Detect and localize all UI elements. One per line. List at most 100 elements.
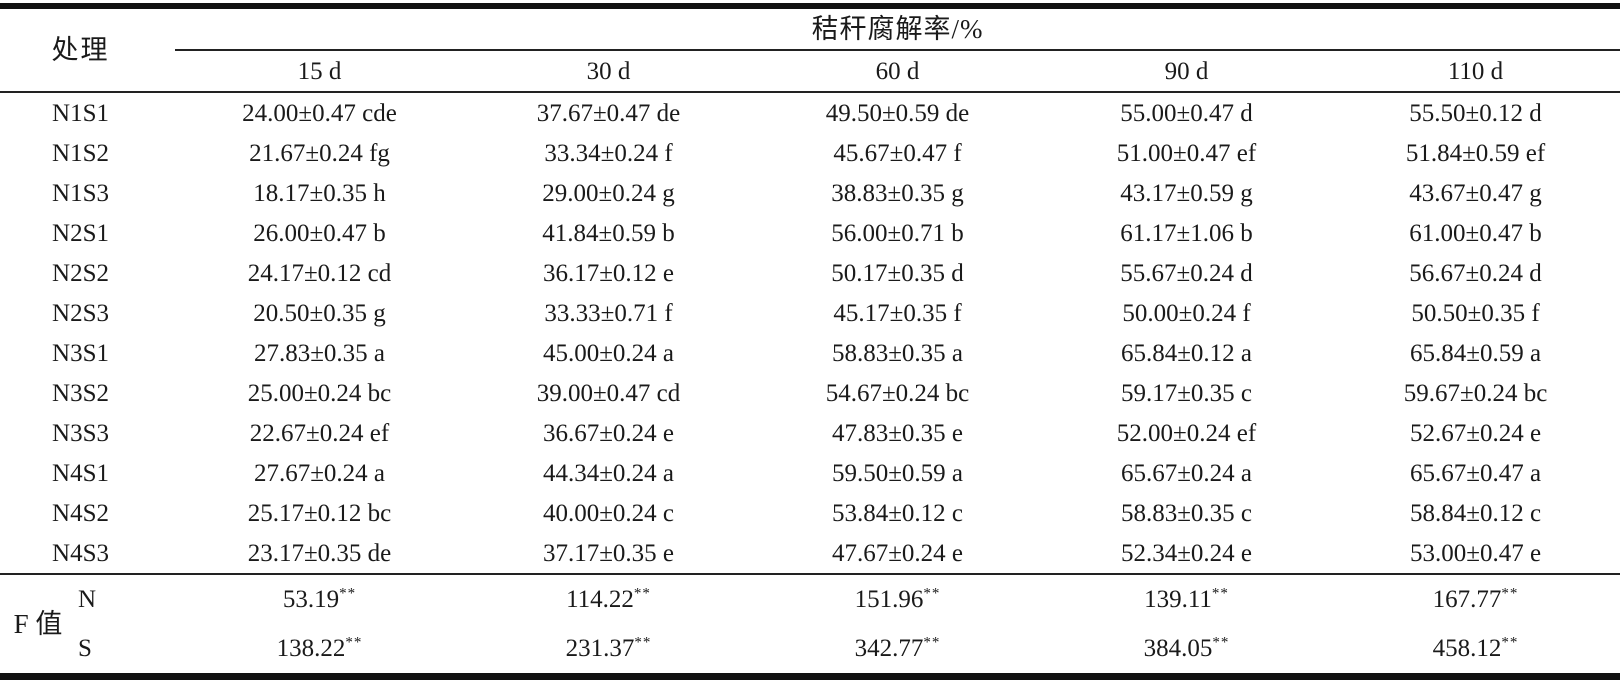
- value-cell: 55.67±0.24 d: [1120, 259, 1253, 287]
- value-cell: 55.50±0.12 d: [1409, 99, 1542, 127]
- value-cell: 50.50±0.35 f: [1411, 299, 1540, 327]
- significance-marker: **: [1212, 634, 1230, 651]
- table-row: N2S3 20.50±0.35 g 33.33±0.71 f 45.17±0.35 f…: [0, 293, 1620, 333]
- table-header: 处理 秸秆腐解率/% 15 d 30 d 60 d 90 d 110 d: [0, 6, 1620, 93]
- f-value-cell: 458.12**: [1331, 624, 1620, 677]
- value-cell: 20.50±0.35 g: [253, 299, 386, 327]
- value-cell: 36.17±0.12 e: [542, 259, 675, 287]
- value-cell: 50.17±0.35 d: [831, 259, 964, 287]
- value-cell: 52.00±0.24 ef: [1116, 419, 1257, 447]
- value-cell: 24.17±0.12 cd: [247, 259, 392, 287]
- treatment-cell: N3S2: [52, 379, 109, 407]
- treatment-cell: N4S3: [52, 539, 109, 567]
- table-row: N4S1 27.67±0.24 a 44.34±0.24 a 59.50±0.59 a…: [0, 453, 1620, 493]
- value-cell: 45.17±0.35 f: [833, 299, 962, 327]
- treatment-cell: N1S1: [52, 99, 109, 127]
- treatment-cell: N1S2: [52, 139, 109, 167]
- value-cell: 38.83±0.35 g: [831, 179, 964, 207]
- value-cell: 58.84±0.12 c: [1409, 499, 1542, 527]
- value-cell: 50.00±0.24 f: [1122, 299, 1251, 327]
- value-cell: 56.67±0.24 d: [1409, 259, 1542, 287]
- value-cell: 33.33±0.71 f: [544, 299, 673, 327]
- f-factor-label: S: [78, 635, 92, 662]
- f-value-cell: 231.37**: [464, 624, 753, 677]
- f-value-number: 151.96: [854, 586, 924, 613]
- f-value-number: 53.19: [282, 586, 340, 613]
- value-cell: 52.67±0.24 e: [1409, 419, 1542, 447]
- value-cell: 65.67±0.24 a: [1120, 459, 1253, 487]
- table-row: N3S1 27.83±0.35 a 45.00±0.24 a 58.83±0.35 a…: [0, 333, 1620, 373]
- f-value-number: 342.77: [854, 635, 924, 662]
- significance-marker: **: [923, 634, 941, 651]
- table-row: N4S2 25.17±0.12 bc 40.00±0.24 c 53.84±0.12 …: [0, 493, 1620, 533]
- f-value-number: 231.37: [565, 635, 635, 662]
- treatment-cell: N2S3: [52, 299, 109, 327]
- treatment-cell: N2S1: [52, 219, 109, 247]
- treatment-cell: N1S3: [52, 179, 109, 207]
- treatment-cell: N3S1: [52, 339, 109, 367]
- value-cell: 21.67±0.24 fg: [249, 139, 390, 167]
- value-cell: 56.00±0.71 b: [831, 219, 964, 247]
- f-value-row: S 138.22** 231.37** 342.77** 384.05** 458.12*…: [0, 624, 1620, 677]
- value-cell: 27.83±0.35 a: [253, 339, 386, 367]
- value-cell: 43.17±0.59 g: [1120, 179, 1253, 207]
- value-cell: 59.50±0.59 a: [831, 459, 964, 487]
- value-cell: 54.67±0.24 bc: [825, 379, 970, 407]
- time-header: 30 d: [464, 50, 753, 93]
- value-cell: 53.84±0.12 c: [831, 499, 964, 527]
- significance-marker: **: [1211, 585, 1229, 602]
- value-cell: 47.67±0.24 e: [831, 539, 964, 567]
- significance-marker: **: [634, 634, 652, 651]
- value-cell: 27.67±0.24 a: [253, 459, 386, 487]
- f-value-cell: 138.22**: [175, 624, 464, 677]
- time-header: 60 d: [753, 50, 1042, 93]
- value-cell: 36.67±0.24 e: [542, 419, 675, 447]
- value-cell: 51.00±0.47 ef: [1116, 139, 1257, 167]
- value-cell: 18.17±0.35 h: [253, 179, 386, 207]
- f-value-cell: 114.22**: [464, 573, 753, 624]
- value-cell: 29.00±0.24 g: [542, 179, 675, 207]
- value-cell: 65.84±0.59 a: [1409, 339, 1542, 367]
- table-row: N1S3 18.17±0.35 h 29.00±0.24 g 38.83±0.35 g…: [0, 173, 1620, 213]
- significance-marker: **: [1501, 585, 1519, 602]
- value-cell: 44.34±0.24 a: [542, 459, 675, 487]
- value-cell: 41.84±0.59 b: [542, 219, 675, 247]
- value-cell: 45.00±0.24 a: [542, 339, 675, 367]
- time-header-row: 15 d 30 d 60 d 90 d 110 d: [0, 50, 1620, 93]
- value-cell: 45.67±0.47 f: [833, 139, 962, 167]
- value-cell: 58.83±0.35 c: [1120, 499, 1253, 527]
- time-header: 110 d: [1331, 50, 1620, 93]
- f-value-number: 458.12: [1432, 635, 1502, 662]
- value-cell: 33.34±0.24 f: [544, 139, 673, 167]
- value-cell: 61.17±1.06 b: [1120, 219, 1253, 247]
- f-value-number: 139.11: [1144, 586, 1212, 613]
- f-value-cell: 167.77**: [1331, 573, 1620, 624]
- value-cell: 43.67±0.47 g: [1409, 179, 1542, 207]
- value-cell: 49.50±0.59 de: [825, 99, 970, 127]
- value-cell: 23.17±0.35 de: [247, 539, 392, 567]
- value-cell: 24.00±0.47 cde: [242, 99, 397, 127]
- table-row: N2S2 24.17±0.12 cd 36.17±0.12 e 50.17±0.35 …: [0, 253, 1620, 293]
- f-value-number: 384.05: [1143, 635, 1213, 662]
- value-cell: 65.67±0.47 a: [1409, 459, 1542, 487]
- value-cell: 55.00±0.47 d: [1120, 99, 1253, 127]
- significance-marker: **: [345, 634, 363, 651]
- value-cell: 53.00±0.47 e: [1409, 539, 1542, 567]
- value-cell: 52.34±0.24 e: [1120, 539, 1253, 567]
- f-value-cell: 342.77**: [753, 624, 1042, 677]
- value-cell: 25.17±0.12 bc: [247, 499, 392, 527]
- treatment-cell: N3S3: [52, 419, 109, 447]
- value-cell: 39.00±0.47 cd: [536, 379, 681, 407]
- f-section-label: F 值: [0, 573, 70, 677]
- f-value-cell: 151.96**: [753, 573, 1042, 624]
- straw-decomposition-table: 处理 秸秆腐解率/% 15 d 30 d 60 d 90 d 110 d N1S1 24.…: [0, 3, 1620, 680]
- value-cell: 37.17±0.35 e: [542, 539, 675, 567]
- span-column-header: 秸秆腐解率/%: [175, 6, 1620, 51]
- value-cell: 61.00±0.47 b: [1409, 219, 1542, 247]
- treatment-column-header: 处理: [0, 6, 175, 93]
- table-row: N3S3 22.67±0.24 ef 36.67±0.24 e 47.83±0.35 …: [0, 413, 1620, 453]
- treatment-cell: N4S1: [52, 459, 109, 487]
- f-value-row: F 值 N 53.19** 114.22** 151.96** 139.11** 167.7…: [0, 573, 1620, 677]
- f-value-number: 167.77: [1432, 586, 1502, 613]
- f-value-section: F 值 N 53.19** 114.22** 151.96** 139.11** 167.7…: [0, 573, 1620, 677]
